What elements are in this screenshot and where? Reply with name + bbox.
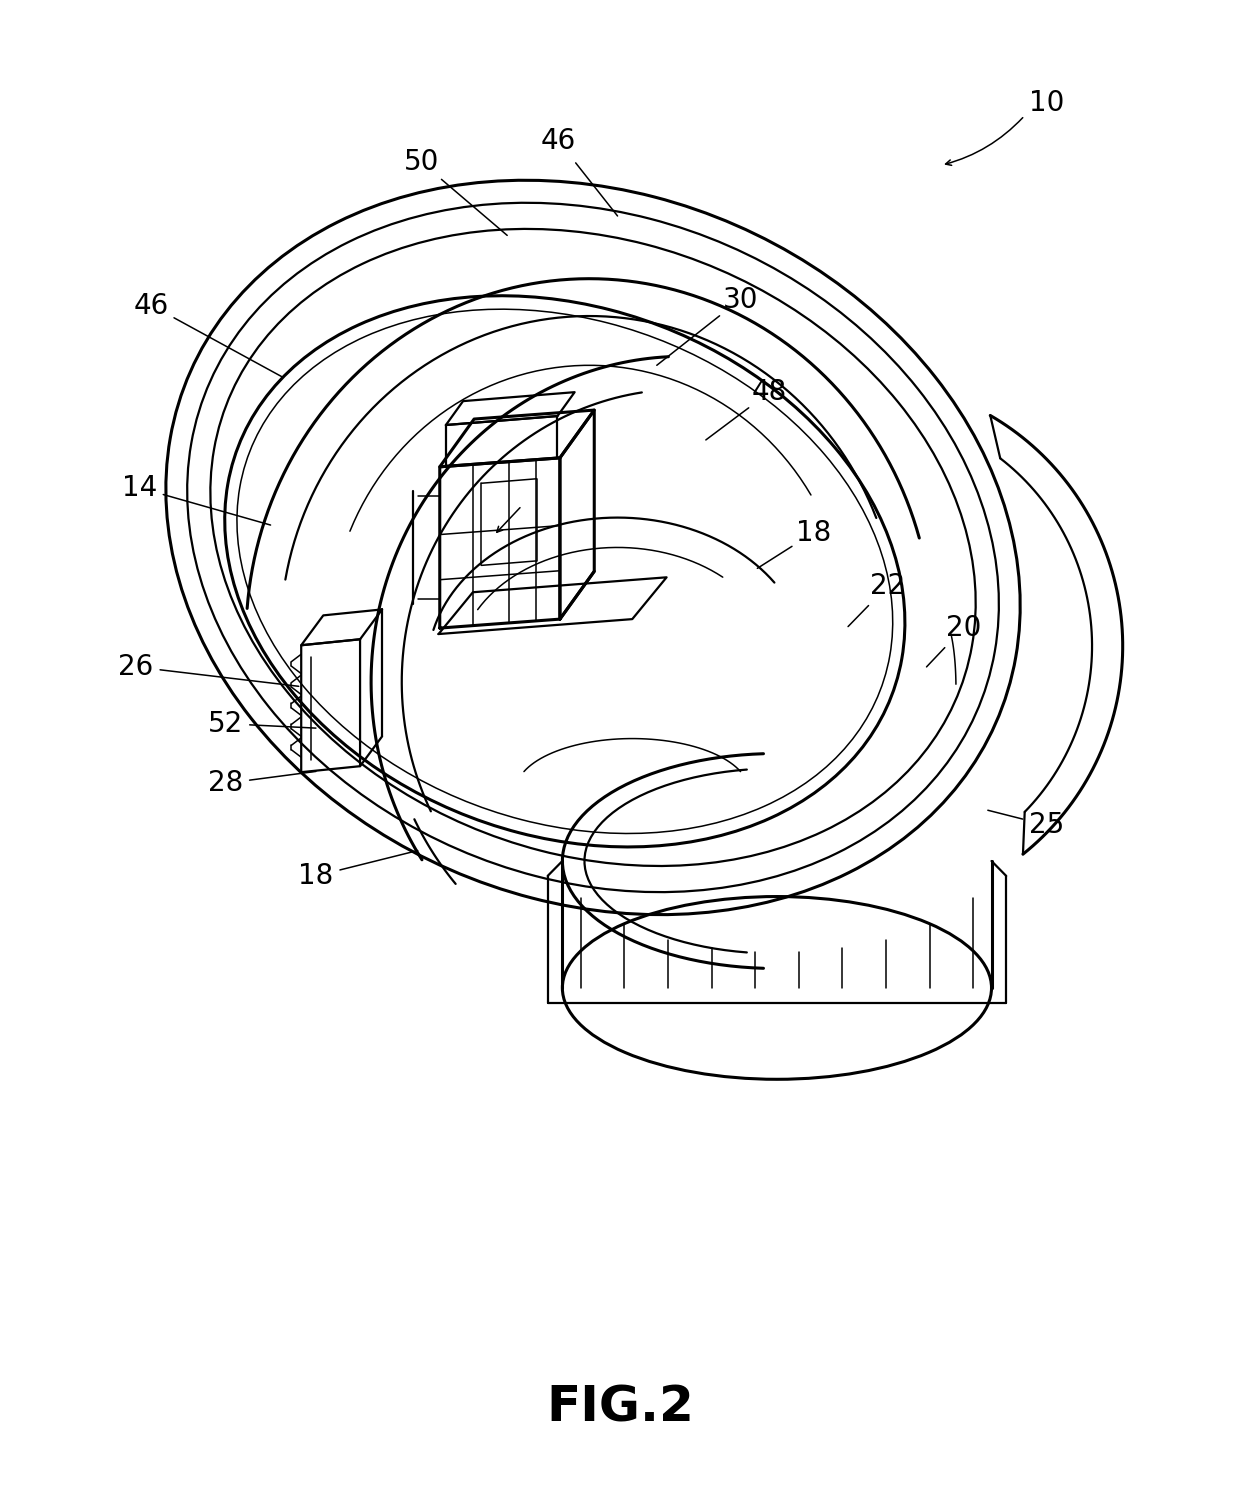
Text: 18: 18: [796, 518, 831, 547]
Text: 25: 25: [1029, 811, 1064, 839]
Text: 46: 46: [541, 127, 577, 155]
Text: 50: 50: [404, 148, 439, 176]
Text: FIG.2: FIG.2: [546, 1383, 694, 1432]
Text: 22: 22: [869, 573, 905, 600]
Text: 30: 30: [723, 286, 758, 313]
Text: 28: 28: [207, 770, 243, 797]
Text: 18: 18: [299, 862, 334, 891]
Text: 52: 52: [207, 710, 243, 737]
Text: 48: 48: [751, 378, 787, 407]
Text: 20: 20: [946, 613, 981, 642]
Text: 46: 46: [134, 291, 169, 319]
Text: 10: 10: [1029, 89, 1064, 116]
Text: 26: 26: [118, 653, 154, 681]
Text: 14: 14: [122, 473, 157, 502]
